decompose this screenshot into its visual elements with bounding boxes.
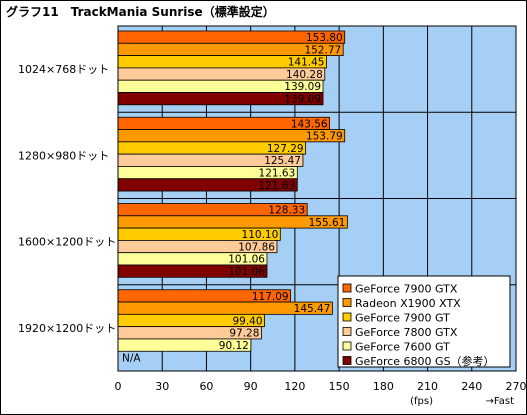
category-label: 1600×1200ドット: [18, 236, 116, 249]
data-label: N/A: [122, 352, 141, 364]
x-tick-label: 30: [155, 380, 169, 393]
data-label: 121.63: [259, 167, 296, 179]
legend-label: GeForce 6800 GS（参考）: [355, 354, 495, 368]
x-tick-label: 210: [417, 380, 438, 393]
plot-border: [117, 25, 517, 372]
data-label: 121.63: [259, 180, 296, 192]
data-label: 101.06: [228, 254, 265, 266]
data-label: 139.09: [284, 81, 321, 93]
x-tick-label: 120: [284, 380, 305, 393]
data-label: 117.09: [252, 291, 289, 303]
legend-swatch: [342, 341, 352, 351]
legend-label: GeForce 7600 GT: [355, 341, 450, 354]
x-axis-label: (fps): [410, 396, 433, 407]
data-label: 107.86: [238, 241, 275, 253]
legend-swatch: [342, 327, 352, 336]
x-tick-label: 270: [506, 380, 527, 393]
legend-swatch: [342, 283, 352, 293]
data-label: 141.45: [288, 57, 325, 69]
legend-label: GeForce 7900 GTX: [355, 283, 458, 296]
data-label: 139.09: [284, 94, 321, 106]
data-label: 97.28: [229, 328, 259, 340]
legend-label: GeForce 7900 GT: [355, 312, 450, 325]
data-label: 140.28: [286, 69, 323, 81]
data-label: 125.47: [264, 155, 301, 167]
x-tick-label: 240: [461, 380, 482, 393]
data-label: 99.40: [232, 315, 262, 327]
legend-label: GeForce 7800 GTX: [355, 326, 458, 339]
x-axis-note: →Fast: [486, 396, 515, 407]
legend-label: Radeon X1900 XTX: [355, 297, 461, 310]
category-label: 1024×768ドット: [18, 63, 109, 76]
x-tick-label: 60: [199, 380, 213, 393]
legend-swatch: [342, 356, 352, 365]
data-label: 152.77: [304, 44, 341, 56]
legend-swatch: [342, 312, 352, 322]
data-label: 153.79: [306, 131, 343, 143]
legend-box: [337, 275, 511, 368]
data-label: 128.33: [268, 205, 305, 217]
x-tick-label: 0: [115, 380, 122, 393]
category-label: 1280×980ドット: [18, 149, 109, 162]
data-label: 155.61: [309, 217, 346, 229]
x-tick-label: 180: [373, 380, 394, 393]
chart-title: グラフ11 TrackMania Sunrise（標準設定）: [6, 5, 275, 19]
data-label: 90.12: [219, 340, 249, 352]
x-tick-label: 150: [329, 380, 350, 393]
data-label: 110.10: [242, 229, 279, 241]
data-label: 127.29: [267, 143, 304, 155]
x-tick-label: 90: [244, 380, 258, 393]
data-label: 153.80: [306, 32, 343, 44]
data-label: 143.56: [291, 118, 328, 130]
category-label: 1920×1200ドット: [18, 322, 116, 335]
data-label: 145.47: [294, 303, 331, 315]
legend-swatch: [342, 298, 352, 307]
data-label: 101.06: [228, 266, 265, 278]
